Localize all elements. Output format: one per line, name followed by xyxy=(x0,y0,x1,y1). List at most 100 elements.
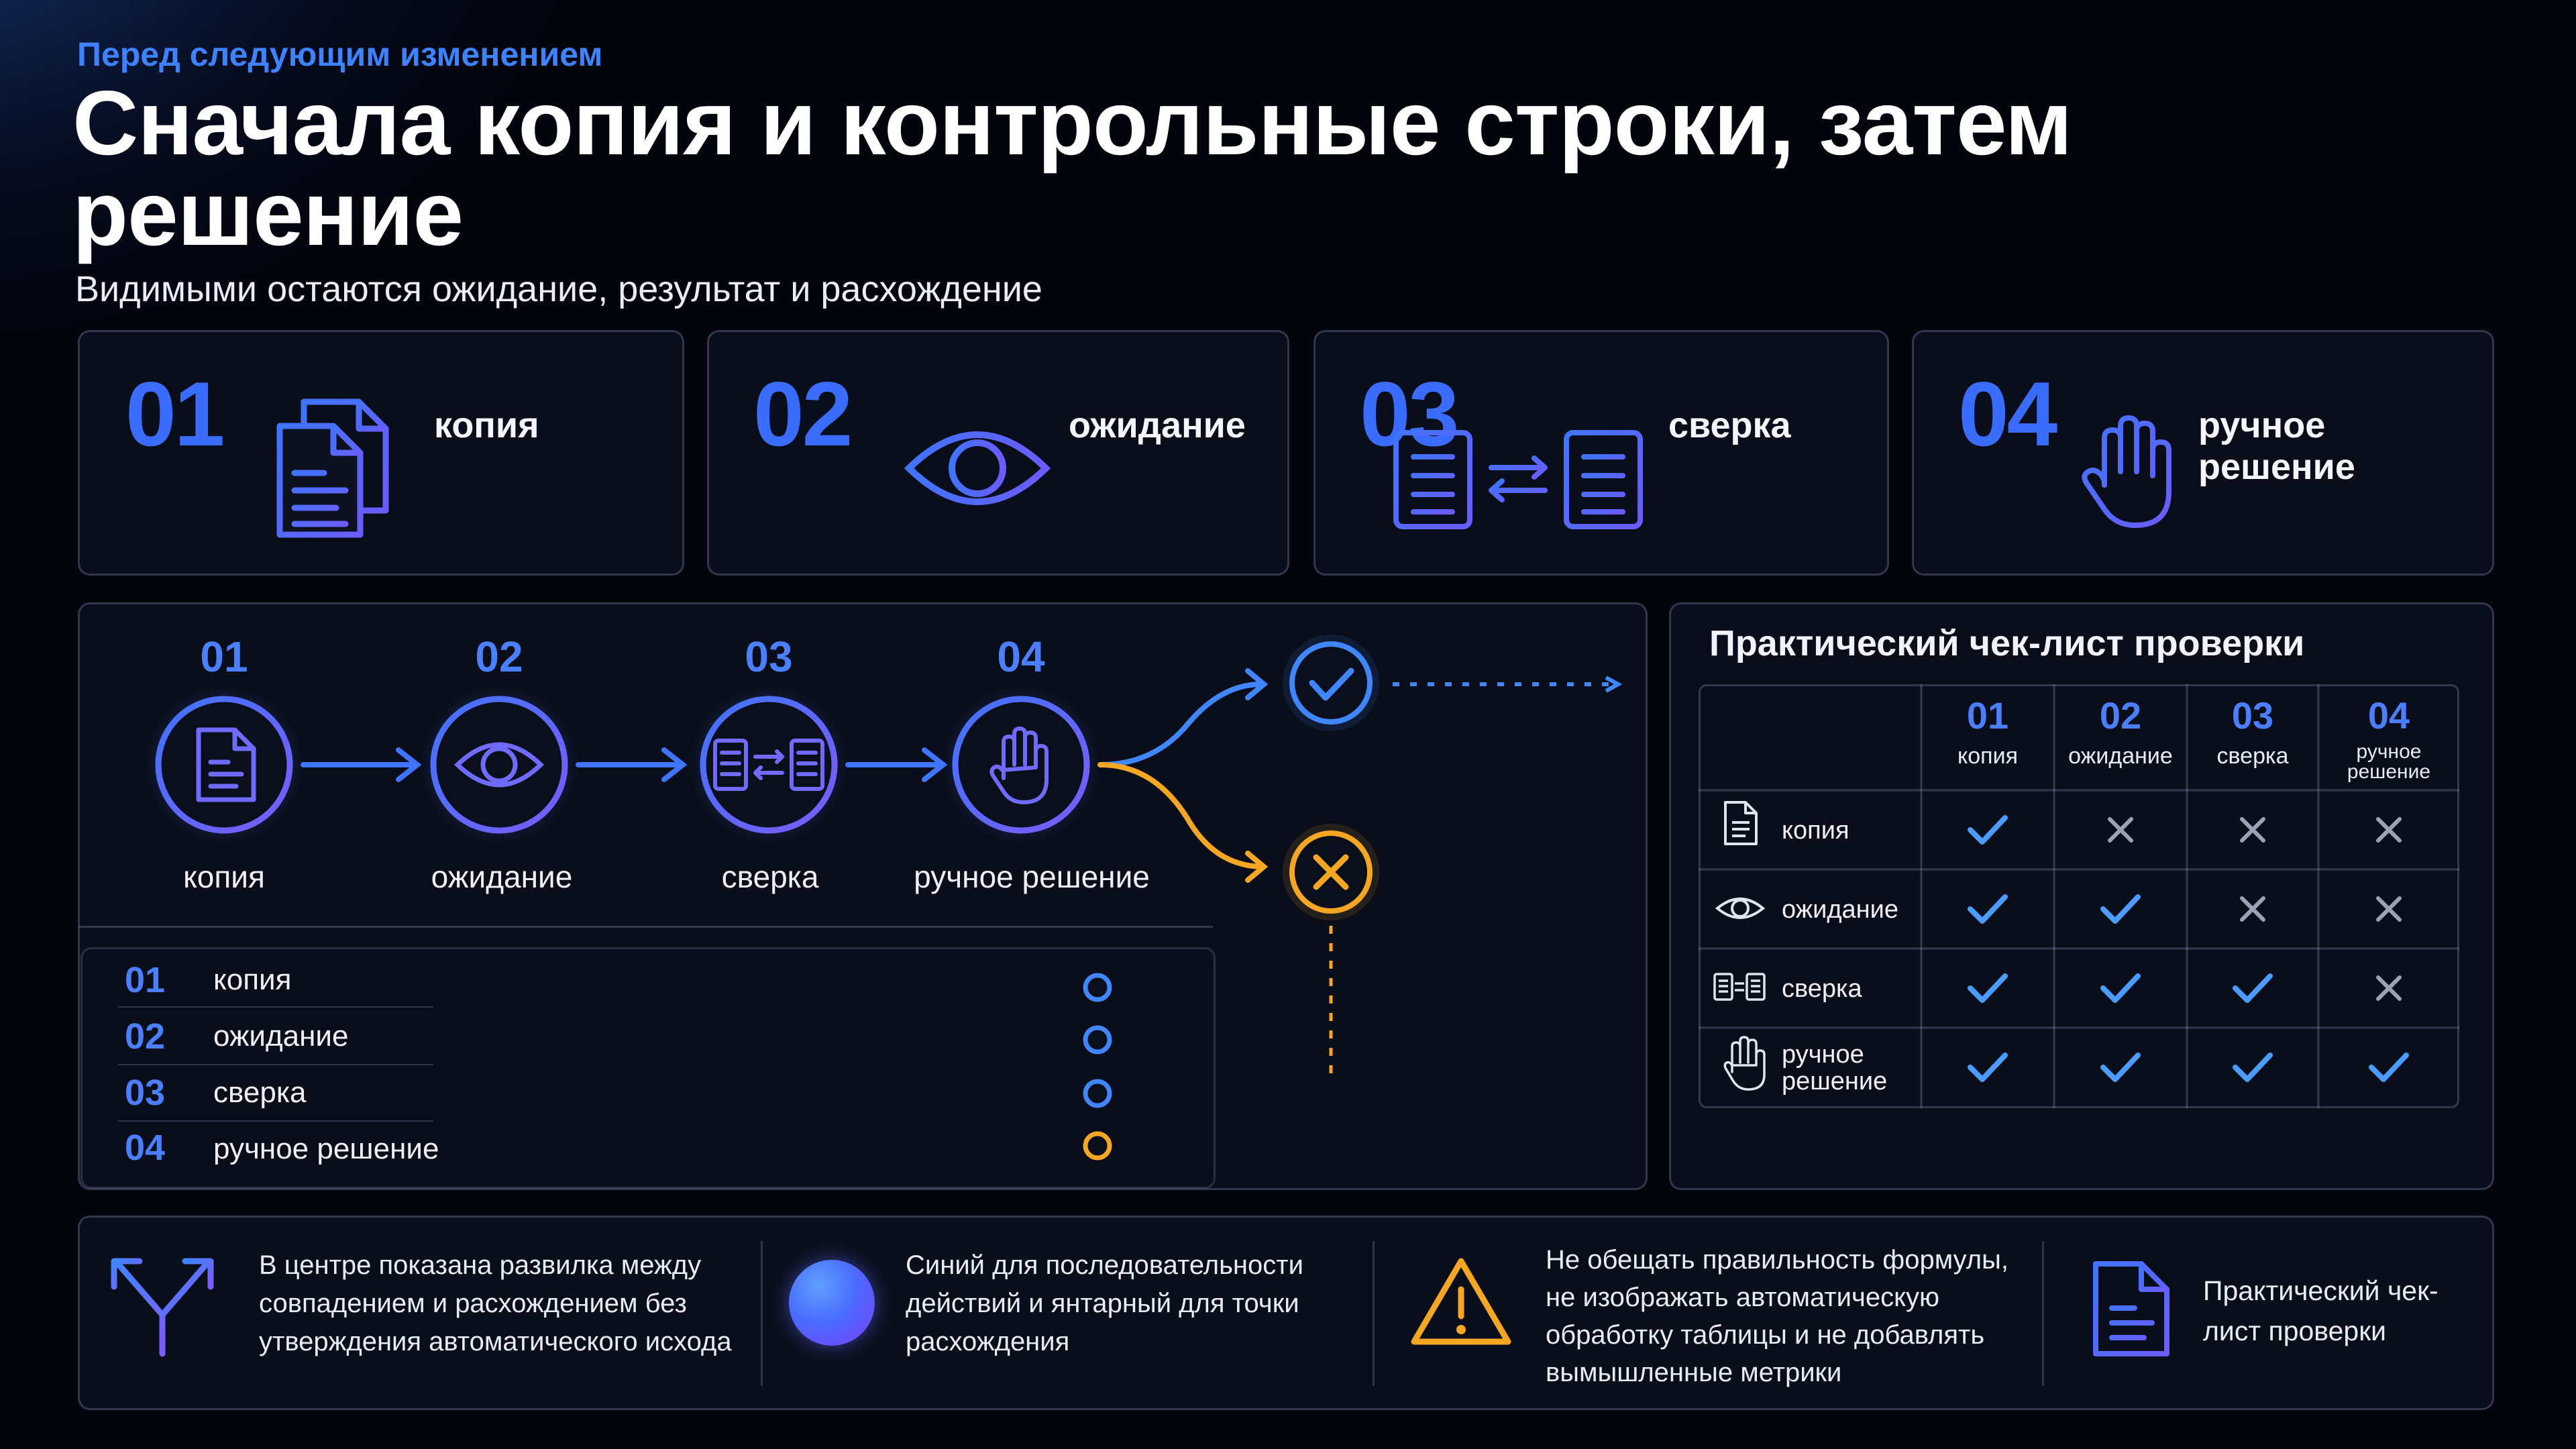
flow-arrow xyxy=(576,747,688,782)
gradient-orb-icon xyxy=(789,1260,875,1346)
progress-tracks xyxy=(440,973,1112,1161)
compare-documents-icon xyxy=(1391,426,1646,537)
step-label: сверка xyxy=(1668,405,1791,445)
checklist-panel xyxy=(1669,602,2494,1190)
compare-icon xyxy=(713,739,824,791)
flow-arrow xyxy=(301,747,422,782)
kicker: Перед следующим изменением xyxy=(77,36,603,73)
flow-node-copy xyxy=(145,686,303,844)
step-card-expectation: 02 ожидание xyxy=(707,330,1289,576)
row-label: сверка xyxy=(213,1076,307,1109)
row-label: ручное решение xyxy=(213,1132,439,1165)
progress-track-copy xyxy=(440,973,1112,1002)
flow-node-label: сверка xyxy=(721,859,819,894)
check-icon xyxy=(2100,1053,2141,1082)
step-label: копия xyxy=(434,405,539,445)
flow-node-number: 04 xyxy=(997,633,1045,681)
column-label: ожидание xyxy=(2068,743,2173,769)
step-card-manual-decision: 04 ручное решение xyxy=(1912,330,2494,576)
progress-track-reconciliation xyxy=(440,1079,1112,1108)
step-label: ручное решение xyxy=(2198,405,2355,487)
row-label: сверка xyxy=(1782,975,1862,1003)
document-icon xyxy=(196,727,256,802)
flow-node-label: ручное решение xyxy=(914,859,1150,894)
check-circle-icon xyxy=(1283,635,1379,731)
row-number: 03 xyxy=(125,1073,166,1113)
checklist-marks xyxy=(1968,815,2409,1082)
flow-node-number: 02 xyxy=(475,633,523,681)
document-icon xyxy=(1724,801,1758,845)
check-icon xyxy=(1968,815,2008,845)
hand-icon xyxy=(2078,411,2178,535)
compare-icon xyxy=(1713,973,1766,1001)
row-label: копия xyxy=(213,963,292,996)
column-number: 01 xyxy=(1966,694,2009,737)
flow-divider xyxy=(79,926,1213,928)
checklist-table xyxy=(1699,684,2459,1108)
column-label: сверка xyxy=(2216,743,2289,769)
fork-arrows-icon xyxy=(111,1258,214,1357)
row-label: копия xyxy=(1782,816,1849,845)
eye-icon xyxy=(904,418,1051,522)
step-number: 03 xyxy=(1360,363,1459,465)
cross-icon xyxy=(2376,817,2402,843)
row-label: ожидание xyxy=(1782,896,1899,924)
step-number: 04 xyxy=(1958,363,2057,465)
note-text: Практический чек-лист проверки xyxy=(2203,1275,2438,1346)
hand-icon xyxy=(989,727,1049,804)
check-icon xyxy=(2233,1053,2273,1082)
step-number: 01 xyxy=(125,363,225,465)
step-card-copy: 01 копия xyxy=(78,330,684,576)
flow-node-number: 01 xyxy=(200,633,248,681)
cross-icon xyxy=(2240,896,2265,922)
cross-icon xyxy=(2376,896,2402,922)
note-text: Синий для последовательности действий и … xyxy=(906,1250,1303,1356)
checklist-grid xyxy=(1699,684,2459,1108)
page-title: Сначала копия и контрольные строки, зате… xyxy=(72,72,2072,264)
dotted-arrowhead xyxy=(1605,676,1623,693)
cross-icon xyxy=(2240,817,2265,843)
check-icon xyxy=(1968,1053,2008,1082)
check-icon xyxy=(2100,894,2141,924)
row-number: 02 xyxy=(125,1016,166,1057)
column-number: 03 xyxy=(2231,694,2274,737)
row-icons xyxy=(1713,801,1766,1091)
note-text: Не обещать правильность формулы, не изоб… xyxy=(1546,1245,2008,1387)
notes-panel xyxy=(78,1216,2494,1410)
check-icon xyxy=(2369,1053,2409,1082)
check-icon xyxy=(2100,973,2141,1003)
row-number: 01 xyxy=(125,960,166,1000)
check-icon xyxy=(1968,894,2008,924)
eye-icon xyxy=(1715,898,1766,919)
flow-diagram xyxy=(145,635,1623,1073)
flow-node-expectation xyxy=(420,686,578,844)
flow-node-label: копия xyxy=(183,859,265,894)
step-number: 02 xyxy=(753,363,853,465)
documents-icon xyxy=(272,396,406,547)
column-label: ручное решение xyxy=(2347,741,2431,783)
column-label: копия xyxy=(1957,743,2018,769)
flow-node-number: 03 xyxy=(745,633,793,681)
document-icon xyxy=(2093,1261,2169,1356)
flow-node-reconciliation xyxy=(690,686,848,844)
column-number: 04 xyxy=(2367,694,2410,737)
note-text: В центре показана развилка между совпаде… xyxy=(259,1250,732,1356)
page-subtitle: Видимыми остаются ожидание, результат и … xyxy=(75,269,1042,309)
progress-rows-box xyxy=(80,947,1216,1189)
row-divider xyxy=(118,1006,433,1008)
step-card-reconciliation: 03 сверка xyxy=(1313,330,1889,576)
column-number: 02 xyxy=(2099,694,2142,737)
check-icon xyxy=(1968,973,2008,1003)
row-label: ожидание xyxy=(213,1020,349,1053)
row-number: 04 xyxy=(125,1128,166,1168)
cross-icon xyxy=(2108,817,2133,843)
flow-node-manual-decision xyxy=(942,686,1100,844)
row-divider xyxy=(118,1064,433,1065)
cross-icon xyxy=(2376,975,2402,1001)
hand-icon xyxy=(1723,1036,1766,1091)
checklist-title: Практический чек-лист проверки xyxy=(1709,623,2305,663)
branch-mismatch xyxy=(1097,762,1269,883)
notes-divider xyxy=(1373,1241,1375,1386)
step-label: ожидание xyxy=(1069,405,1246,445)
notes-divider xyxy=(761,1241,763,1386)
